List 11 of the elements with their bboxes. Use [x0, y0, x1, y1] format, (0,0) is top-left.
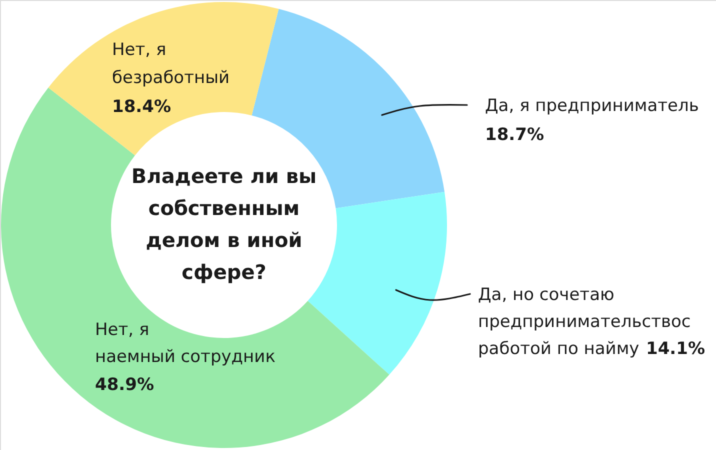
data-label: 18.4%: [112, 97, 171, 117]
slice-label: Да, я предприниматель: [485, 96, 699, 116]
data-label: 14.1%: [646, 339, 705, 359]
slice-label: Нет, я безработный: [112, 40, 230, 88]
slice-label: Нет, я наемный сотрудник: [95, 320, 276, 367]
donut-slice: [1, 88, 390, 448]
text: Владеете ли вы собственным делом в иной сфере?: [131, 164, 317, 284]
data-label: 48.9%: [95, 375, 154, 395]
donut-slice: [48, 2, 279, 156]
data-label: 18.7%: [485, 125, 544, 145]
donut-slice: [308, 192, 447, 375]
